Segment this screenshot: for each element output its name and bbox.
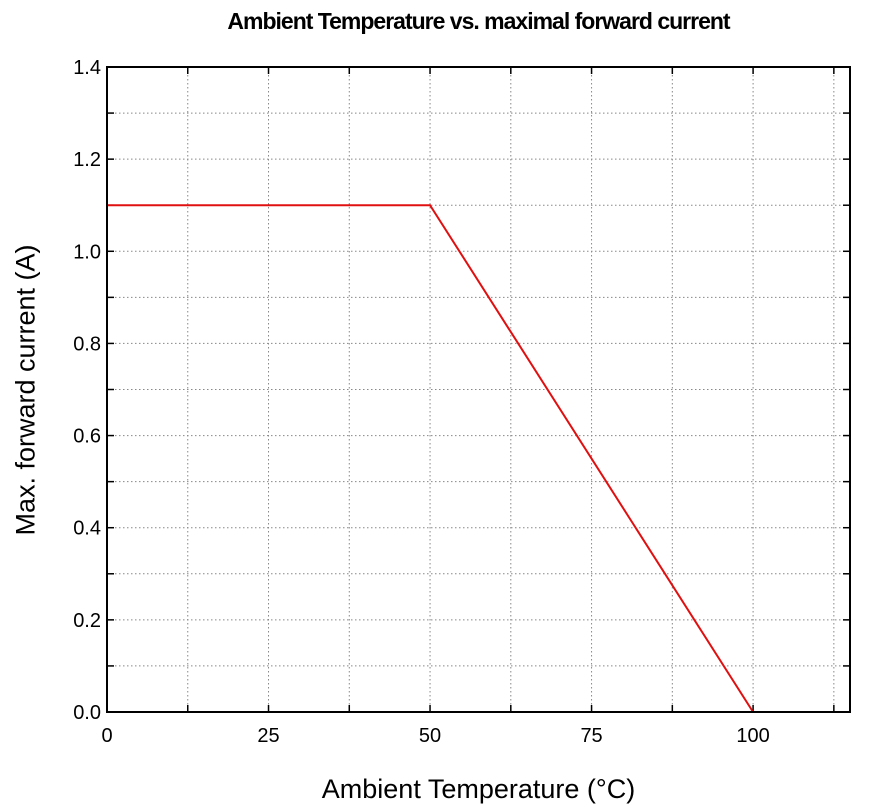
axes bbox=[106, 66, 851, 713]
y-tick-label: 0.8 bbox=[73, 333, 101, 355]
x-tick-label: 0 bbox=[101, 725, 112, 747]
x-axis-label: Ambient Temperature (°C) bbox=[321, 774, 636, 804]
series-line-0 bbox=[107, 204, 754, 713]
chart-title: Ambient Temperature vs. maximal forward … bbox=[227, 8, 730, 34]
axes-frame bbox=[106, 66, 851, 713]
grid bbox=[107, 67, 850, 712]
x-tick-label: 25 bbox=[257, 725, 279, 747]
y-axis-label: Max. forward current (A) bbox=[10, 244, 41, 536]
y-tick-label: 1.2 bbox=[73, 149, 101, 171]
x-tick-label: 50 bbox=[419, 725, 441, 747]
y-tick-label: 0.2 bbox=[73, 610, 101, 632]
y-tick-label: 0.0 bbox=[73, 702, 101, 724]
axis-ticks bbox=[107, 67, 850, 712]
tick-labels: 0 25 50 75 100 0.0 0.2 0.4 0.6 0.8 1.0 1.2 1.4 bbox=[73, 57, 770, 747]
y-tick-label: 0.6 bbox=[73, 426, 101, 448]
x-tick-label: 75 bbox=[580, 725, 602, 747]
x-tick-label: 100 bbox=[736, 725, 769, 747]
y-tick-label: 1.0 bbox=[73, 241, 101, 263]
y-tick-label: 1.4 bbox=[73, 57, 101, 79]
series bbox=[107, 204, 754, 713]
y-tick-label: 0.4 bbox=[73, 518, 101, 540]
